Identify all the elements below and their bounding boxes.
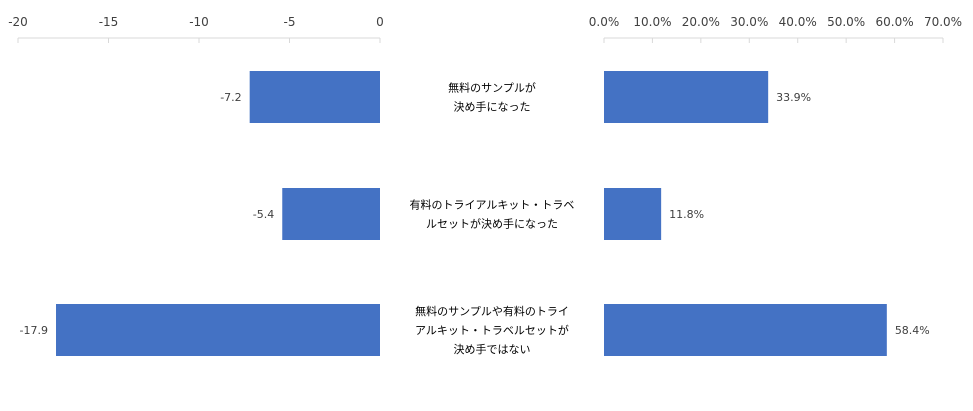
category-label-line: 有料のトライアルキット・トラベ (410, 198, 575, 212)
right-tick-label: 70.0% (924, 15, 962, 29)
left-tick-label: 0 (376, 15, 384, 29)
left-data-label: -7.2 (220, 91, 241, 104)
left-data-label: -5.4 (253, 208, 274, 221)
left-panel: -20 -15 -10 -5 0 -7.2 -5.4 -17.9 (8, 15, 384, 356)
category-label: 有料のトライアルキット・トラベルセットが決め手になった (410, 198, 575, 231)
left-bar (249, 71, 380, 123)
right-data-label: 58.4% (895, 324, 930, 337)
right-tick-label: 40.0% (779, 15, 817, 29)
left-bar (56, 304, 380, 356)
right-tick-label: 10.0% (633, 15, 671, 29)
left-tick-label: -10 (189, 15, 209, 29)
category-label-line: 無料のサンプルや有料のトライ (415, 304, 569, 318)
right-tick-label: 60.0% (876, 15, 914, 29)
right-bar (604, 71, 769, 123)
right-tick-label: 0.0% (589, 15, 620, 29)
category-label: 無料のサンプルが決め手になった (448, 81, 536, 114)
right-tick-label: 20.0% (682, 15, 720, 29)
right-data-label: 33.9% (776, 91, 811, 104)
right-bar (604, 304, 887, 356)
category-label: 無料のサンプルや有料のトライアルキット・トラベルセットが決め手ではない (415, 304, 569, 356)
category-label-line: ルセットが決め手になった (426, 217, 558, 231)
right-tick-label: 30.0% (730, 15, 768, 29)
left-data-label: -17.9 (20, 324, 48, 337)
right-panel: 0.0% 10.0% 20.0% 30.0% 40.0% 50.0% 60.0% 70.0% 3… (589, 15, 962, 356)
category-label-line: 無料のサンプルが (448, 81, 536, 95)
category-label-line: 決め手ではない (454, 342, 531, 356)
category-label-line: 決め手になった (454, 100, 531, 114)
category-labels: 無料のサンプルが決め手になった有料のトライアルキット・トラベルセットが決め手にな… (410, 81, 575, 357)
right-bar (604, 188, 662, 240)
left-tick-label: -15 (99, 15, 119, 29)
left-tick-label: -20 (8, 15, 28, 29)
right-data-label: 11.8% (669, 208, 704, 221)
left-bar (282, 188, 380, 240)
right-tick-label: 50.0% (827, 15, 865, 29)
left-tick-label: -5 (284, 15, 296, 29)
category-label-line: アルキット・トラベルセットが (415, 323, 569, 337)
